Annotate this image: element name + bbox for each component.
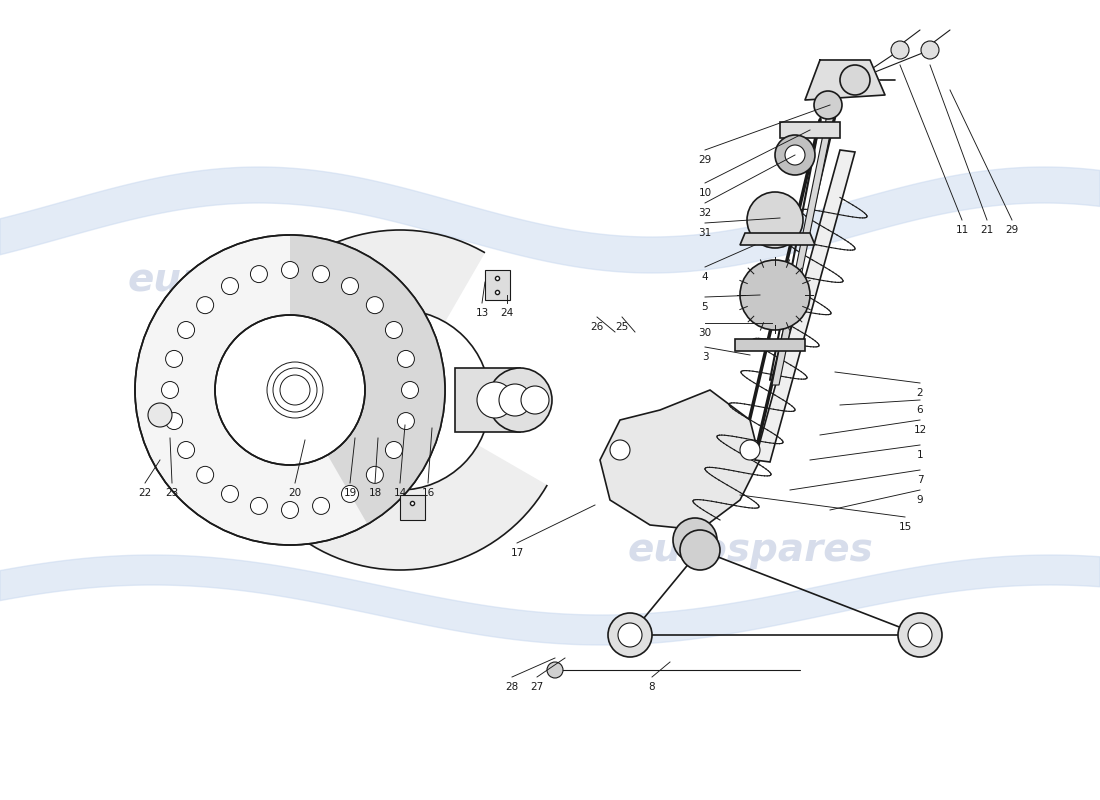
Polygon shape [740,233,815,245]
Circle shape [740,440,760,460]
Wedge shape [400,249,575,487]
Circle shape [402,382,418,398]
Circle shape [366,297,384,314]
Text: 26: 26 [591,322,604,332]
Circle shape [397,350,415,367]
Circle shape [785,145,805,165]
Circle shape [251,498,267,514]
Circle shape [608,613,652,657]
Text: 16: 16 [421,488,434,498]
Text: 28: 28 [505,682,518,692]
Text: 24: 24 [500,308,514,318]
Polygon shape [755,150,855,462]
Text: 11: 11 [956,225,969,235]
Circle shape [499,384,531,416]
Circle shape [673,518,717,562]
Circle shape [230,230,570,570]
Text: 8: 8 [649,682,656,692]
Text: 2: 2 [916,388,923,398]
Circle shape [312,266,330,282]
Text: 29: 29 [1005,225,1019,235]
Text: 18: 18 [368,488,382,498]
Text: eurospares: eurospares [128,261,373,299]
Bar [455,368,520,432]
Text: 32: 32 [698,208,712,218]
Text: 15: 15 [899,522,912,532]
Text: 21: 21 [980,225,993,235]
Circle shape [680,530,720,570]
Text: 19: 19 [343,488,356,498]
Circle shape [397,413,415,430]
Text: 12: 12 [913,425,926,435]
Text: 6: 6 [916,405,923,415]
Text: 10: 10 [698,188,712,198]
Circle shape [310,310,490,490]
Circle shape [148,403,172,427]
Circle shape [177,322,195,338]
Text: 20: 20 [288,488,301,498]
Circle shape [385,322,403,338]
Circle shape [366,466,384,483]
Polygon shape [485,270,510,300]
Circle shape [521,386,549,414]
Text: 4: 4 [702,272,708,282]
Bar [780,122,840,138]
Text: 3: 3 [702,352,708,362]
Circle shape [776,135,815,175]
Text: 22: 22 [139,488,152,498]
Text: 31: 31 [698,228,712,238]
Circle shape [898,613,942,657]
Circle shape [197,297,213,314]
Polygon shape [600,390,760,530]
Text: 7: 7 [916,475,923,485]
Circle shape [385,442,403,458]
Text: 27: 27 [530,682,543,692]
Circle shape [135,235,446,545]
Circle shape [214,315,365,465]
Circle shape [610,440,630,460]
Circle shape [908,623,932,647]
Circle shape [221,486,239,502]
Text: 14: 14 [394,488,407,498]
Circle shape [477,382,513,418]
Circle shape [814,91,842,119]
Wedge shape [290,235,446,524]
Wedge shape [290,315,365,455]
Text: 25: 25 [615,322,628,332]
Polygon shape [400,495,425,520]
Circle shape [891,41,909,59]
Text: 5: 5 [702,302,708,312]
Text: eurospares: eurospares [627,531,873,569]
Circle shape [547,662,563,678]
Text: 30: 30 [698,328,712,338]
Text: 13: 13 [475,308,488,318]
Circle shape [618,623,642,647]
Circle shape [221,278,239,294]
Circle shape [282,262,298,278]
Circle shape [166,413,183,430]
Circle shape [177,442,195,458]
Text: 9: 9 [916,495,923,505]
Circle shape [312,498,330,514]
Circle shape [251,266,267,282]
Circle shape [840,65,870,95]
Circle shape [166,350,183,367]
Text: 17: 17 [510,548,524,558]
Text: 23: 23 [165,488,178,498]
Circle shape [488,368,552,432]
Circle shape [341,278,359,294]
Circle shape [747,192,803,248]
Circle shape [921,41,939,59]
Circle shape [162,382,178,398]
Circle shape [282,502,298,518]
Text: 29: 29 [698,155,712,165]
Polygon shape [735,339,805,351]
Text: 1: 1 [916,450,923,460]
Polygon shape [772,110,835,385]
Circle shape [197,466,213,483]
Circle shape [740,260,810,330]
Circle shape [341,486,359,502]
Polygon shape [805,60,886,100]
